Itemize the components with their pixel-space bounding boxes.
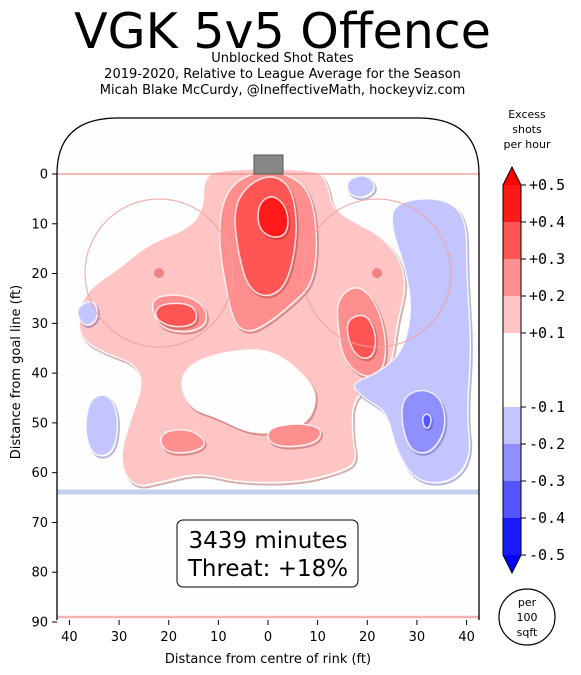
x-axis-ticks: 40 30 20 10 0 10 20 30 40 <box>61 620 475 645</box>
y-tick-label-8: 80 <box>31 566 48 581</box>
x-tick-label-8: 40 <box>458 630 475 645</box>
minutes-text: 3439 minutes <box>189 528 348 554</box>
colorbar-tick-label-9: -0.5 <box>529 546 565 564</box>
x-tick-label-7: 30 <box>409 630 426 645</box>
x-tick-label-1: 30 <box>111 630 128 645</box>
unit-text-1: per <box>518 596 537 609</box>
colorbar-tick-label-7: -0.3 <box>529 472 565 490</box>
x-tick-label-6: 20 <box>359 630 376 645</box>
y-axis-label: Distance from goal line (ft) <box>9 285 24 459</box>
annotation-box <box>176 519 359 588</box>
threat-text: Threat: +18% <box>187 556 348 582</box>
y-tick-label-2: 20 <box>31 267 48 282</box>
y-tick-label-3: 30 <box>31 317 48 332</box>
heatmap-region-5 <box>160 429 205 454</box>
colorbar-ticks: +0.5 +0.4 +0.3 +0.2 +0.1 -0.1 -0.2 -0.3 -0.4 -0.5 <box>521 176 565 564</box>
y-tick-label-5: 50 <box>31 416 48 431</box>
rink-boards <box>56 117 480 620</box>
heatmap-region-1 <box>181 349 316 434</box>
y-axis-ticks: 0 10 20 30 40 50 60 70 80 90 <box>31 168 57 631</box>
heatmap-region-10 <box>257 196 289 238</box>
colorbar-extend-max <box>503 167 521 185</box>
x-tick-label-4: 0 <box>264 630 272 645</box>
faceoff-dot-right <box>372 268 382 278</box>
x-tick-label-2: 20 <box>160 630 177 645</box>
colorbar-band-0 <box>503 185 521 222</box>
unit-text-3: sqft <box>517 626 538 639</box>
subtitle-line-1: Unblocked Shot Rates <box>211 51 354 66</box>
y-tick-label-1: 10 <box>31 217 48 232</box>
colorbar-extend-min <box>503 555 521 573</box>
colorbar-tick-label-0: +0.5 <box>529 176 565 194</box>
goal-net <box>253 154 284 175</box>
faceoff-dot-left <box>154 268 164 278</box>
heatmap-region-16 <box>421 413 432 429</box>
heatmap-region-12 <box>346 175 375 198</box>
chart-title: VGK 5v5 Offence <box>74 3 491 60</box>
colorbar-title-line-3: per hour <box>504 138 551 151</box>
x-tick-label-3: 10 <box>210 630 227 645</box>
x-tick-label-5: 10 <box>309 630 326 645</box>
faceoff-circle-right <box>302 198 452 348</box>
colorbar-tick-label-8: -0.4 <box>529 509 565 527</box>
y-tick-label-6: 60 <box>31 466 48 481</box>
colorbar-tick-label-3: +0.2 <box>529 287 565 305</box>
colorbar-band-5 <box>503 407 521 444</box>
colorbar-tick-label-1: +0.4 <box>529 213 565 231</box>
subtitle-line-3: Micah Blake McCurdy, @IneffectiveMath, h… <box>99 83 466 98</box>
faceoff-circle-left <box>84 198 234 348</box>
heatmap-region-6 <box>267 423 322 448</box>
colorbar-tick-label-4: +0.1 <box>529 324 565 342</box>
colorbar-band-8 <box>503 518 521 555</box>
colorbar <box>502 165 522 575</box>
subtitle-line-2: 2019-2020, Relative to League Average fo… <box>104 67 461 82</box>
y-tick-label-7: 70 <box>31 516 48 531</box>
colorbar-tick-label-2: +0.3 <box>529 250 565 268</box>
y-tick-label-4: 40 <box>31 367 48 382</box>
x-axis-label: Distance from centre of rink (ft) <box>165 652 371 667</box>
y-tick-label-0: 0 <box>40 168 48 183</box>
y-tick-label-9: 90 <box>31 616 48 631</box>
colorbar-band-7 <box>503 481 521 518</box>
colorbar-tick-label-6: -0.2 <box>529 435 565 453</box>
colorbar-band-4 <box>503 333 521 407</box>
colorbar-tick-label-5: -0.1 <box>529 398 565 416</box>
colorbar-band-2 <box>503 259 521 296</box>
x-tick-label-0: 40 <box>61 630 78 645</box>
unit-text-2: 100 <box>517 611 538 624</box>
heatmap-region-7 <box>155 302 198 328</box>
colorbar-title-line-2: shots <box>512 123 542 136</box>
heatmap-region-14 <box>76 301 99 326</box>
colorbar-band-1 <box>503 222 521 259</box>
unit-circle <box>498 588 556 646</box>
colorbar-band-3 <box>503 296 521 333</box>
colorbar-band-6 <box>503 444 521 481</box>
heatmap-region-9 <box>346 314 377 359</box>
heatmap-regions <box>76 168 473 489</box>
heatmap-region-13 <box>85 394 119 457</box>
colorbar-title-line-1: Excess <box>508 108 546 121</box>
